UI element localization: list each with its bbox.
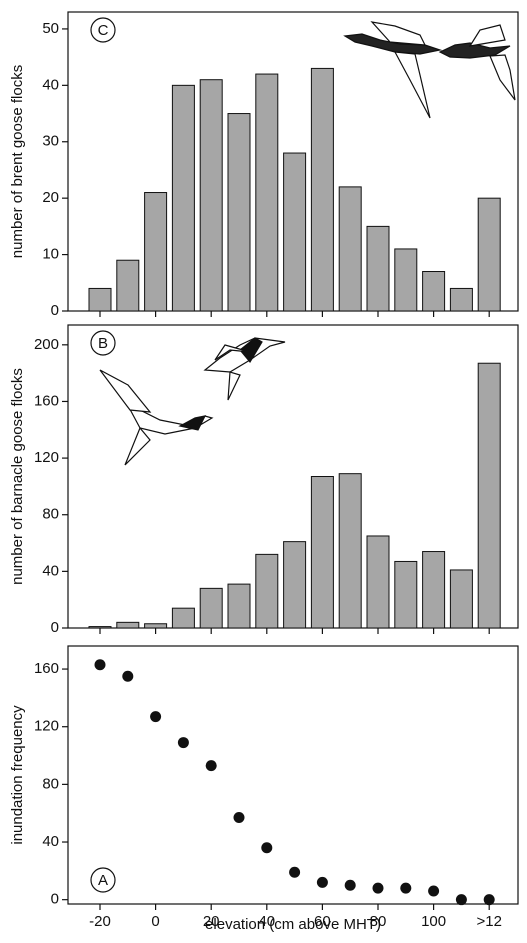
bar <box>227 113 251 312</box>
bar <box>422 551 446 629</box>
point <box>372 882 384 894</box>
y-tick-label: 30 <box>42 133 59 150</box>
bar <box>199 587 223 629</box>
bar <box>171 84 195 312</box>
x-tick-label: -20 <box>89 913 111 930</box>
barnacle-geese-illustration <box>99 337 286 466</box>
bar <box>422 271 446 312</box>
y-tick-label: 160 <box>34 660 59 677</box>
bar <box>366 535 390 629</box>
bar <box>477 362 501 629</box>
x-tick-label: 20 <box>203 913 220 930</box>
y-tick-label: 50 <box>42 20 59 37</box>
y-tick-label: 20 <box>42 189 59 206</box>
bar <box>88 626 112 629</box>
y-tick-label: 80 <box>42 775 59 792</box>
bar <box>310 476 334 629</box>
bar <box>199 79 223 312</box>
y-tick-label: 200 <box>34 336 59 353</box>
bar <box>283 152 307 312</box>
y-tick-label: 40 <box>42 76 59 93</box>
panel-label: C <box>98 22 109 39</box>
y-tick-label: 80 <box>42 506 59 523</box>
y-tick-label: 120 <box>34 718 59 735</box>
y-tick-label: 10 <box>42 246 59 263</box>
point <box>261 842 273 854</box>
bar <box>255 553 279 629</box>
x-tick-label: 100 <box>421 913 446 930</box>
y-tick-label: 120 <box>34 449 59 466</box>
x-tick-label: 60 <box>314 913 331 930</box>
x-tick-label: 80 <box>370 913 387 930</box>
point <box>428 885 440 897</box>
point <box>344 879 356 891</box>
panel-label: B <box>98 335 108 352</box>
y-axis-label: number of brent goose flocks <box>9 65 26 258</box>
bar <box>338 473 362 629</box>
point <box>205 760 217 772</box>
bar <box>338 186 362 312</box>
y-tick-label: 0 <box>51 619 59 636</box>
plot-frame <box>67 645 519 905</box>
y-tick-label: 40 <box>42 562 59 579</box>
y-tick-label: 0 <box>51 302 59 319</box>
point <box>289 866 301 878</box>
bar <box>116 259 140 312</box>
bar <box>88 287 112 312</box>
bar <box>449 287 473 312</box>
x-axis-label: elevation (cm above MHT) <box>205 916 381 933</box>
bar <box>171 607 195 629</box>
bar <box>283 541 307 629</box>
brent-geese-illustration <box>343 21 516 119</box>
bar <box>310 67 334 312</box>
y-axis-label: number of barnacle goose flocks <box>9 368 26 585</box>
bar <box>255 73 279 312</box>
bar <box>366 225 390 312</box>
panel-label: A <box>98 872 108 889</box>
y-tick-label: 160 <box>34 392 59 409</box>
panel-label-circle <box>90 330 116 356</box>
bar <box>394 248 418 312</box>
point <box>233 812 245 824</box>
bar <box>477 197 501 312</box>
x-tick-label: >12 <box>476 913 501 930</box>
point <box>150 711 162 723</box>
bar <box>394 560 418 629</box>
y-axis-label: inundation frequency <box>9 705 26 845</box>
bar <box>144 192 168 312</box>
bar <box>144 623 168 629</box>
point <box>483 894 495 906</box>
point <box>177 737 189 749</box>
panel-label-circle <box>90 17 116 43</box>
y-tick-label: 40 <box>42 833 59 850</box>
point <box>316 876 328 888</box>
point <box>94 659 106 671</box>
point <box>455 894 467 906</box>
bar <box>227 583 251 629</box>
point <box>400 882 412 894</box>
bar <box>449 569 473 629</box>
x-tick-label: 0 <box>151 913 159 930</box>
bar <box>116 621 140 629</box>
y-tick-label: 0 <box>51 891 59 908</box>
panel-label-circle <box>90 867 116 893</box>
x-tick-label: 40 <box>258 913 275 930</box>
point <box>122 670 134 682</box>
